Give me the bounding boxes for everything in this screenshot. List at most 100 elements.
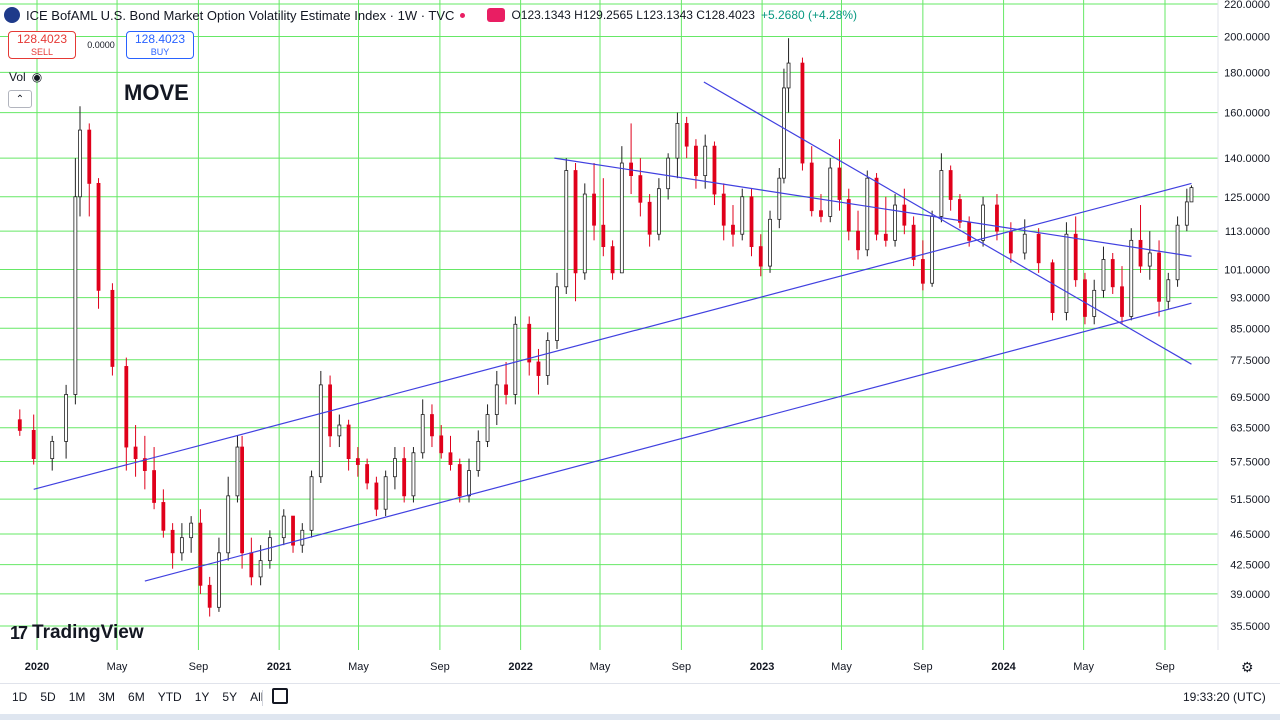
time-tick-label: May <box>1073 661 1094 673</box>
time-axis[interactable]: 2020 May Sep 2021 May Sep 2022 May Sep 2023 May Sep… <box>25 661 1175 673</box>
candle-body <box>235 446 240 497</box>
chart-title[interactable]: ICE BofAML U.S. Bond Market Option Volat… <box>26 7 455 23</box>
price-tick-label: 39.0000 <box>1230 589 1270 601</box>
volume-indicator[interactable]: Vol ◉ <box>9 70 42 84</box>
symbol-annotation: MOVE <box>124 80 189 105</box>
time-tick-label: 2021 <box>267 661 291 673</box>
time-tick-label: Sep <box>1155 661 1175 673</box>
trade-panel: 128.4023 SELL 0.0000 128.4023 BUY <box>8 31 194 59</box>
candle-body <box>777 177 782 220</box>
candle-body <box>800 62 805 164</box>
clock[interactable]: 19:33:20 (UTC) <box>1183 690 1266 704</box>
price-tick-label: 93.0000 <box>1230 293 1270 305</box>
candle-body <box>995 204 999 232</box>
candle-body <box>365 464 370 484</box>
price-tick-label: 42.5000 <box>1230 560 1270 572</box>
range-1y[interactable]: 1Y <box>194 690 210 704</box>
candle-body <box>402 458 407 497</box>
price-tick-label: 85.0000 <box>1230 323 1270 335</box>
candle-body <box>1073 233 1078 281</box>
collapse-button[interactable]: ⌃ <box>8 90 32 108</box>
candle-body <box>110 289 115 367</box>
time-tick-label: 2024 <box>991 661 1016 673</box>
eye-hidden-icon[interactable]: ◉ <box>31 70 43 84</box>
buy-button[interactable]: 128.4023 BUY <box>126 31 194 59</box>
candle-body <box>50 441 55 460</box>
tradingview-logo-icon: 17 <box>10 622 28 643</box>
candle-body <box>124 366 129 448</box>
candle-body <box>592 193 596 226</box>
candle-body <box>258 560 263 578</box>
price-axis[interactable]: 220.0000 200.0000 180.0000 160.0000 140.0000… <box>1224 0 1270 633</box>
candle-body <box>142 458 147 471</box>
candle-body <box>1036 233 1041 264</box>
candle-body <box>318 384 323 478</box>
candle-body <box>948 170 953 200</box>
trendline <box>144 302 1192 582</box>
range-ytd[interactable]: YTD <box>157 690 182 704</box>
candle-body <box>513 323 518 395</box>
candle-body <box>967 221 972 241</box>
candle-body <box>1064 233 1069 313</box>
candle-body <box>856 230 860 251</box>
price-tick-label: 35.5000 <box>1230 621 1270 633</box>
candle-body <box>573 170 578 274</box>
candle-body <box>874 177 879 235</box>
candle-body <box>300 529 305 546</box>
candle-body <box>837 167 842 200</box>
candle-body <box>457 464 462 497</box>
sell-button[interactable]: 128.4023 SELL <box>8 31 76 59</box>
chart-canvas[interactable]: 220.0000 200.0000 180.0000 160.0000 140.0000… <box>0 0 1280 683</box>
candle-body <box>249 552 254 578</box>
price-tick-label: 63.5000 <box>1230 423 1270 435</box>
candle-body <box>930 216 935 284</box>
candle-body <box>1166 279 1171 302</box>
range-3m[interactable]: 3M <box>98 690 116 704</box>
candles <box>17 38 1194 617</box>
time-tick-label: May <box>348 661 369 673</box>
toolbar-divider <box>0 683 1280 684</box>
price-tick-label: 113.0000 <box>1225 226 1270 238</box>
candle-body <box>1147 252 1152 267</box>
candle-body <box>883 233 888 241</box>
range-5d[interactable]: 5D <box>40 690 56 704</box>
range-1m[interactable]: 1M <box>68 690 86 704</box>
candle-body <box>374 482 379 510</box>
candle-body <box>1022 233 1027 254</box>
settings-gear-icon[interactable]: ⚙ <box>1241 659 1254 675</box>
range-all[interactable]: All <box>250 690 264 704</box>
candle-body <box>1138 239 1143 267</box>
symbol-logo-icon <box>4 7 20 23</box>
time-tick-label: May <box>590 661 611 673</box>
candle-body <box>17 419 22 431</box>
candle-body <box>217 552 221 608</box>
brand-name: TradingView <box>32 622 144 643</box>
candle-body <box>383 476 388 510</box>
time-tick-label: 2020 <box>25 661 49 673</box>
candle-body <box>31 430 36 460</box>
candle-body <box>902 204 907 226</box>
calendar-icon[interactable] <box>272 688 288 704</box>
candle-body <box>782 87 786 179</box>
candle-body <box>64 394 69 442</box>
tradingview-logo[interactable]: 17 TradingView <box>10 622 144 644</box>
range-5y[interactable]: 5Y <box>222 690 238 704</box>
candle-body <box>527 323 532 363</box>
candle-body <box>1189 187 1194 203</box>
candle-body <box>420 414 425 454</box>
time-tick-label: 2022 <box>508 661 532 673</box>
candle-body <box>198 522 203 586</box>
price-tick-label: 180.0000 <box>1224 67 1270 79</box>
candle-body <box>666 157 671 190</box>
candle-body <box>281 515 286 539</box>
candle-body <box>1008 230 1013 254</box>
candle-body <box>73 196 78 395</box>
candle-body <box>911 224 916 260</box>
price-tick-label: 220.0000 <box>1224 0 1270 11</box>
candle-body <box>267 537 272 562</box>
candle-body <box>656 188 661 235</box>
market-flag-icon[interactable] <box>487 8 506 22</box>
candle-body <box>1157 252 1161 302</box>
range-1d[interactable]: 1D <box>12 690 28 704</box>
range-6m[interactable]: 6M <box>128 690 145 704</box>
